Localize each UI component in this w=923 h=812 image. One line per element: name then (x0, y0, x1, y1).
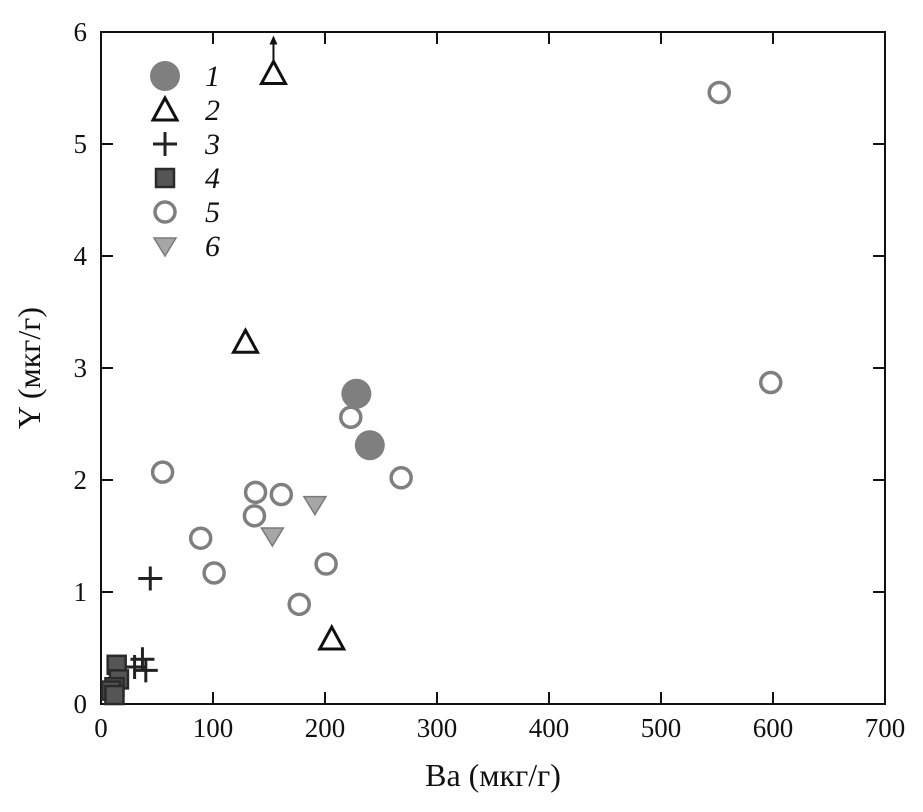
legend-item: 5 (153, 196, 220, 229)
data-point (317, 623, 347, 651)
data-point (242, 504, 267, 528)
legend-marker (153, 132, 177, 156)
y-tick-label: 2 (74, 465, 88, 495)
data-point (202, 561, 226, 585)
x-tick-label: 200 (305, 713, 346, 743)
legend-label: 5 (205, 196, 220, 229)
y-tick-label: 5 (74, 129, 88, 159)
legend-marker (150, 94, 180, 122)
legend-label: 3 (204, 128, 220, 161)
legend-label: 4 (205, 162, 220, 195)
data-point (707, 80, 731, 105)
data-point (230, 327, 261, 354)
legend-item: 6 (152, 230, 220, 263)
data-point (287, 592, 311, 617)
data-point (138, 566, 163, 591)
data-point (759, 370, 783, 395)
data-point (150, 460, 175, 484)
x-axis-label: Ba (мкг/г) (425, 757, 561, 793)
y-tick-label: 6 (74, 17, 88, 47)
series-2 (230, 35, 347, 651)
legend-marker (150, 61, 180, 91)
axis-ticks (100, 31, 886, 705)
x-tick-label: 100 (193, 713, 234, 743)
data-points (100, 35, 783, 706)
y-axis-label: Y (мкг/г) (11, 307, 47, 429)
up-arrow-head (269, 35, 278, 45)
series-5 (150, 80, 783, 617)
y-tick-label: 1 (74, 577, 88, 607)
legend-label: 1 (205, 60, 220, 93)
x-tick-label: 700 (865, 713, 906, 743)
series-1 (341, 378, 385, 461)
data-point (243, 480, 268, 505)
series-3 (122, 566, 163, 683)
y-tick-label: 0 (74, 689, 88, 719)
data-point (314, 552, 338, 576)
data-point (258, 58, 289, 85)
legend-label: 6 (205, 230, 220, 263)
data-point (339, 405, 363, 430)
legend-marker (153, 200, 177, 224)
data-point (389, 466, 413, 490)
legend-label: 2 (205, 94, 220, 127)
data-point (188, 526, 213, 550)
legend-item: 4 (154, 162, 220, 195)
x-tick-label: 600 (753, 713, 794, 743)
y-tick-label: 4 (74, 241, 88, 271)
x-tick-label: 300 (417, 713, 458, 743)
legend-item: 3 (153, 128, 220, 161)
legend-marker (152, 237, 178, 258)
data-point (269, 482, 294, 507)
data-point (341, 378, 372, 409)
data-point (133, 658, 158, 683)
data-point (302, 495, 328, 517)
x-tick-label: 500 (641, 713, 682, 743)
x-tick-label: 0 (94, 713, 108, 743)
legend-item: 1 (150, 60, 220, 93)
data-point (104, 684, 125, 706)
data-point (260, 527, 285, 548)
y-tick-label: 3 (74, 353, 88, 383)
data-point (354, 430, 385, 461)
legend-marker (154, 167, 176, 189)
series-6 (260, 495, 328, 548)
x-tick-label: 400 (529, 713, 570, 743)
legend-item: 2 (150, 94, 220, 127)
series-4 (100, 654, 130, 706)
